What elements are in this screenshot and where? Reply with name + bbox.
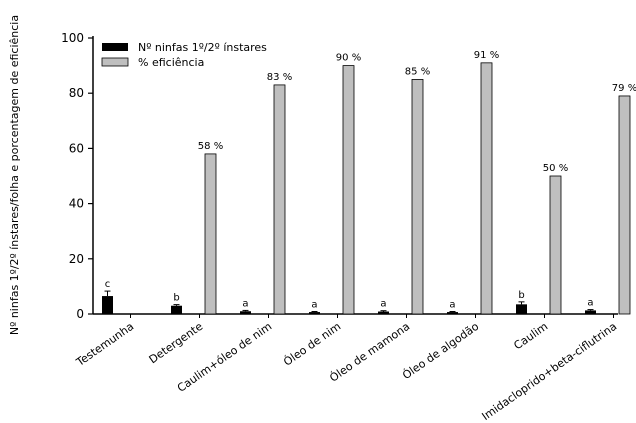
bar-significance-label: c xyxy=(105,279,111,290)
bar-eficiencia xyxy=(273,84,286,315)
bar-efficiency-label: 50 % xyxy=(543,163,568,174)
bar-ninfas xyxy=(102,296,113,314)
category-label: Óleo de nim xyxy=(281,320,343,369)
bar-efficiency-label: 83 % xyxy=(267,72,292,83)
bar-eficiencia xyxy=(411,79,424,315)
category-label: Testemunha xyxy=(73,320,136,370)
bar-efficiency-label: 79 % xyxy=(612,83,636,94)
axes xyxy=(92,36,618,315)
bar-ninfas xyxy=(585,310,596,314)
legend-label-ninfas: Nº ninfas 1º/2º ínstares xyxy=(138,41,267,54)
category-label: Óleo de algodão xyxy=(400,320,481,382)
bar-ninfas xyxy=(378,311,389,314)
y-tick-label: 60 xyxy=(69,141,84,155)
y-axis-title: Nº ninfas 1º/2º ínstares/folha e porcent… xyxy=(8,15,21,335)
y-tick-label: 100 xyxy=(61,31,84,45)
bar-efficiency-label: 58 % xyxy=(198,141,223,152)
bar-significance-label: a xyxy=(449,300,455,311)
category-label: Caulim xyxy=(511,320,550,353)
bar-eficiencia xyxy=(549,175,562,315)
y-tick-label: 0 xyxy=(76,307,84,321)
bar-ninfas xyxy=(309,312,320,314)
bar-efficiency-label: 90 % xyxy=(336,53,361,64)
bar-significance-label: a xyxy=(242,298,248,309)
bar-eficiencia xyxy=(204,153,217,315)
legend-swatch-ninfas xyxy=(102,43,128,51)
y-tick-label: 40 xyxy=(69,197,84,211)
y-ticks: 0 20 40 60 80 100 xyxy=(61,31,93,321)
legend-swatch-eficiencia xyxy=(101,57,129,67)
bar-eficiencia xyxy=(342,65,355,315)
legend: Nº ninfas 1º/2º ínstares % eficiência xyxy=(101,41,267,69)
bar-ninfas xyxy=(516,304,527,314)
bar-labels: c b 58 % a 83 % a 90 % a 85 % a 91 % b 50 % a 79 % xyxy=(105,50,636,311)
bar-ninfas xyxy=(240,311,251,314)
bar-eficiencia xyxy=(618,95,631,315)
bar-significance-label: b xyxy=(173,293,179,304)
legend-label-eficiencia: % eficiência xyxy=(138,56,204,69)
bar-efficiency-label: 85 % xyxy=(405,66,430,77)
bars xyxy=(102,62,631,315)
bar-significance-label: b xyxy=(518,290,524,301)
category-label: Detergente xyxy=(147,320,206,367)
bar-eficiencia xyxy=(480,62,493,315)
y-tick-label: 80 xyxy=(69,86,84,100)
bar-ninfas xyxy=(171,305,182,314)
bar-significance-label: a xyxy=(311,300,317,311)
y-tick-label: 20 xyxy=(69,252,84,266)
bar-efficiency-label: 91 % xyxy=(474,50,499,61)
category-label: Imidacloprido+beta-ciflutrina xyxy=(480,320,620,423)
bar-significance-label: a xyxy=(587,298,593,309)
bar-ninfas xyxy=(447,312,458,314)
bar-significance-label: a xyxy=(380,299,386,310)
